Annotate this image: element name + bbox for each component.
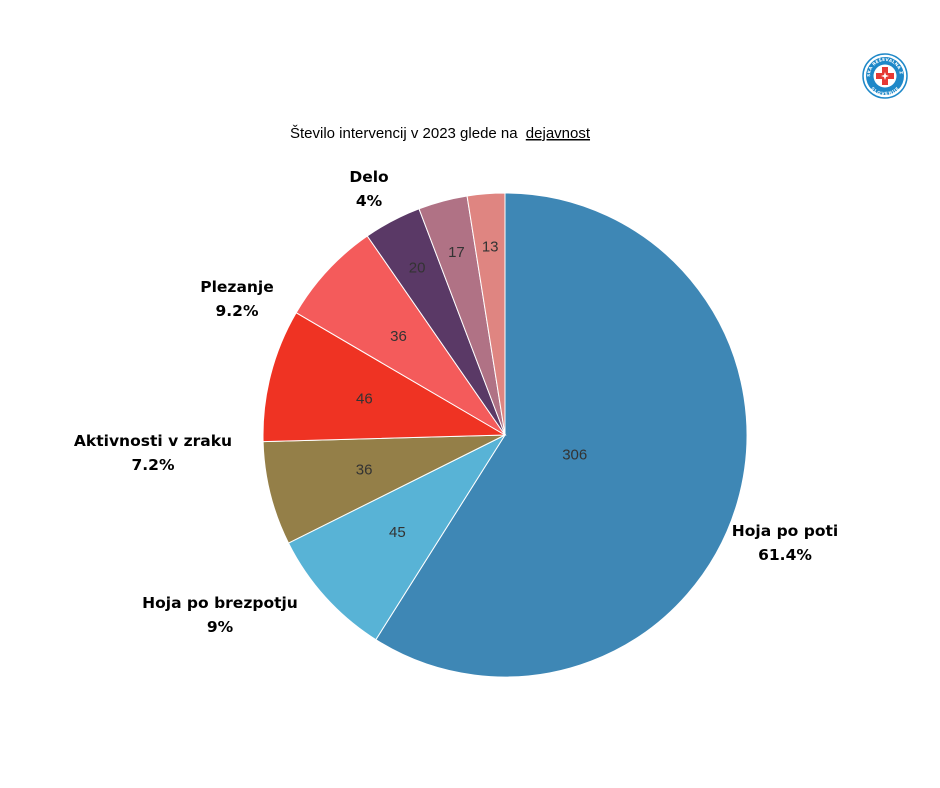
slice-value-label: 36 [356,462,373,479]
logo-edelweiss-icon [881,72,889,80]
value-labels: 306 45 36 46 36 20 17 13 [356,238,587,541]
pie-slice [262,434,506,544]
slice-percent-label: 9% [207,618,234,636]
slice-value-label: 46 [356,390,373,407]
slice-name-label: Hoja po brezpotju [142,594,298,612]
chart-title-underlined: dejavnost [526,125,591,142]
slice-name-label: Hoja po poti [732,522,838,540]
slice-value-label: 17 [448,244,465,261]
slice-percent-label: 7.2% [132,456,175,474]
slice-value-label: 13 [482,238,499,255]
slice-percent-label: 61.4% [758,546,812,564]
chart-title: Število intervencij v 2023 glede na deja… [290,125,591,142]
slice-name-label: Delo [349,168,388,186]
pie-slice [262,312,507,443]
pie-slice [466,192,506,436]
slice-value-label: 45 [389,524,406,541]
outer-labels: Hoja po poti 61.4% Hoja po brezpotju 9% Akti… [74,168,838,636]
slice-percent-label: 4% [356,192,383,210]
slice-value-label: 36 [390,328,407,345]
slice-value-label: 306 [562,447,587,464]
pie-slice [287,433,507,641]
slice-name-label: Plezanje [200,278,274,296]
slice-value-label: 20 [409,259,426,276]
pie-slices [262,192,748,678]
gorska-resevalna-zveza-logo: GORSKA REŠEVALNA ZVEZA SLOVENIJE [862,53,908,99]
pie-slice [295,235,506,436]
chart-title-main: Število intervencij v 2023 glede na [290,125,518,142]
pie-slice [375,192,748,678]
slice-name-label: Aktivnosti v zraku [74,432,232,450]
slice-percent-label: 9.2% [216,302,259,320]
